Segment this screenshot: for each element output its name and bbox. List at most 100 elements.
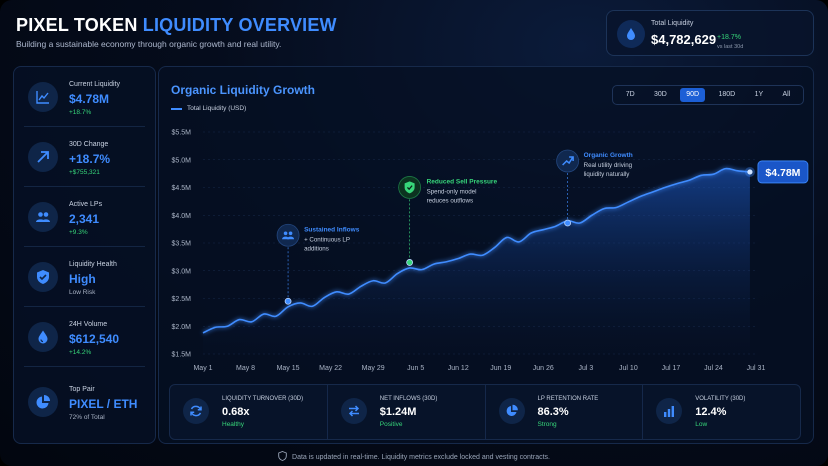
x-tick-label: Jul 10 <box>619 365 638 372</box>
total-liquidity-period: vs last 30d <box>717 44 744 50</box>
shield-outline-icon <box>278 451 287 463</box>
x-tick-label: Jul 31 <box>747 365 766 372</box>
annotation-title: Organic Growth <box>584 152 633 159</box>
end-label: $4.78M <box>765 167 800 179</box>
pie-icon <box>28 387 58 417</box>
annotation-icon-bg <box>276 223 300 247</box>
metric-sub: Healthy <box>222 421 245 428</box>
range-1y[interactable]: 1Y <box>754 91 764 98</box>
stats-sidebar: Current Liquidity $4.78M +18.7% 30D Chan… <box>13 66 156 444</box>
metric-value: 12.4% <box>695 406 727 418</box>
divider <box>24 366 145 367</box>
annotation: Sustained Inflows + Continuous LP addition… <box>276 223 360 305</box>
stat-sub: +18.7% <box>69 109 92 116</box>
shield-check-icon <box>404 181 415 194</box>
stat-value: $4.78M <box>69 92 110 106</box>
stat-label: Active LPs <box>69 201 103 208</box>
x-tick-label: Jun 19 <box>490 365 511 372</box>
x-axis-ticks: May 1 May 8 May 15 May 22 May 29 Jun 5 Jun 12 J… <box>193 365 765 372</box>
x-tick-label: May 29 <box>362 365 385 372</box>
swap-arrows-icon <box>340 398 367 424</box>
legend-label: Total Liquidity (USD) <box>187 105 247 112</box>
stat-label: Current Liquidity <box>69 81 120 88</box>
stat-label: Liquidity Health <box>69 261 117 268</box>
series-area <box>203 168 750 354</box>
metric-label: LIQUIDITY TURNOVER (30D) <box>222 396 304 402</box>
trend-up-icon <box>562 156 574 166</box>
x-tick-label: Jun 12 <box>448 365 469 372</box>
users-icon <box>282 231 295 240</box>
stat-label: 24H Volume <box>69 321 108 328</box>
page-subtitle: Building a sustainable economy through o… <box>16 39 282 49</box>
range-7d[interactable]: 7D <box>625 91 635 98</box>
stat-24h-volume: 24H Volume $612,540 +14.2% <box>14 307 155 367</box>
x-tick-label: May 15 <box>277 365 300 372</box>
liquidity-chart: $1.5M $2.0M $2.5M $3.0M $3.5M $4.0M $4.5M $5.0M… <box>172 130 809 372</box>
stat-value: PIXEL / ETH <box>69 397 138 411</box>
metric-label: VOLATILITY (30D) <box>695 396 746 402</box>
stat-sub: +14.2% <box>69 349 92 356</box>
annotation-text: liquidity naturally <box>584 171 631 178</box>
y-tick-label: $2.0M <box>172 324 192 331</box>
range-180d[interactable]: 180D <box>718 91 736 98</box>
range-30d[interactable]: 30D <box>654 91 667 98</box>
stat-top-pair: Top Pair PIXEL / ETH 72% of Total <box>14 372 155 432</box>
annotation-text: Spend-only model <box>427 188 477 195</box>
y-axis-ticks: $1.5M $2.0M $2.5M $3.0M $3.5M $4.0M $4.5M $5.0M… <box>172 130 192 359</box>
x-tick-label: Jun 5 <box>407 365 424 372</box>
annotation: Reduced Sell Pressure Spend-only model red… <box>398 176 497 266</box>
x-tick-label: Jul 17 <box>662 365 681 372</box>
chart-title: Organic Liquidity Growth <box>171 83 315 97</box>
metric-net-inflows: NET INFLOWS (30D) $1.24M Positive <box>326 385 485 439</box>
series-line <box>202 167 750 334</box>
total-liquidity-card: Total Liquidity $4,782,629 +18.7% vs las… <box>606 10 814 56</box>
footer-note: Data is updated in real-time. Liquidity … <box>0 451 828 463</box>
divider <box>24 126 145 127</box>
stat-active-lps: Active LPs 2,341 +9.3% <box>14 187 155 247</box>
stat-sub: +$755,321 <box>69 169 100 176</box>
droplet-icon <box>617 20 645 48</box>
stat-value: $612,540 <box>69 332 120 346</box>
y-tick-label: $3.0M <box>172 268 192 275</box>
annotation-text: additions <box>304 245 329 252</box>
metric-volatility: VOLATILITY (30D) 12.4% Low <box>642 385 800 439</box>
y-tick-label: $5.5M <box>172 130 192 137</box>
x-tick-label: May 1 <box>193 365 212 372</box>
stat-label: 30D Change <box>69 141 109 148</box>
stat-label: Top Pair <box>69 386 95 393</box>
range-all[interactable]: All <box>782 91 791 98</box>
annotation-text: + Continuous LP <box>304 236 350 243</box>
stat-sub: Low Risk <box>69 289 96 296</box>
divider <box>24 186 145 187</box>
end-marker: $4.78M <box>744 160 809 184</box>
time-range-selector: 7D 30D 90D 180D 1Y All <box>612 85 804 105</box>
stat-value: +18.7% <box>69 152 111 166</box>
annotation-title: Sustained Inflows <box>304 226 360 233</box>
divider <box>24 306 145 307</box>
x-tick-label: Jul 3 <box>578 365 593 372</box>
metric-liquidity-turnover: LIQUIDITY TURNOVER (30D) 0.68x Healthy <box>170 385 327 439</box>
y-tick-label: $4.0M <box>172 213 192 220</box>
metrics-row: LIQUIDITY TURNOVER (30D) 0.68x Healthy N… <box>169 384 801 440</box>
title-blue-part: LIQUIDITY OVERVIEW <box>142 15 337 35</box>
metric-sub: Low <box>695 421 708 428</box>
total-liquidity-change: +18.7% <box>717 34 741 41</box>
divider <box>24 246 145 247</box>
arrow-up-right-icon <box>28 142 58 172</box>
y-tick-label: $5.0M <box>172 157 192 164</box>
pie-icon <box>498 398 525 424</box>
end-point <box>747 169 753 175</box>
range-90d[interactable]: 90D <box>680 88 706 102</box>
total-liquidity-value: $4,782,629 <box>651 32 717 47</box>
users-icon <box>28 202 58 232</box>
stat-current-liquidity: Current Liquidity $4.78M +18.7% <box>14 67 155 127</box>
metric-label: LP RETENTION RATE <box>537 396 599 402</box>
x-tick-label: Jul 24 <box>704 365 723 372</box>
y-tick-label: $3.5M <box>172 241 192 248</box>
y-tick-label: $2.5M <box>172 296 192 303</box>
annotations: Sustained Inflows + Continuous LP addition… <box>276 149 633 305</box>
stat-30d-change: 30D Change +18.7% +$755,321 <box>14 127 155 187</box>
metric-sub: Positive <box>379 421 403 428</box>
x-tick-label: Jun 26 <box>533 365 554 372</box>
annotation-point <box>406 259 414 266</box>
